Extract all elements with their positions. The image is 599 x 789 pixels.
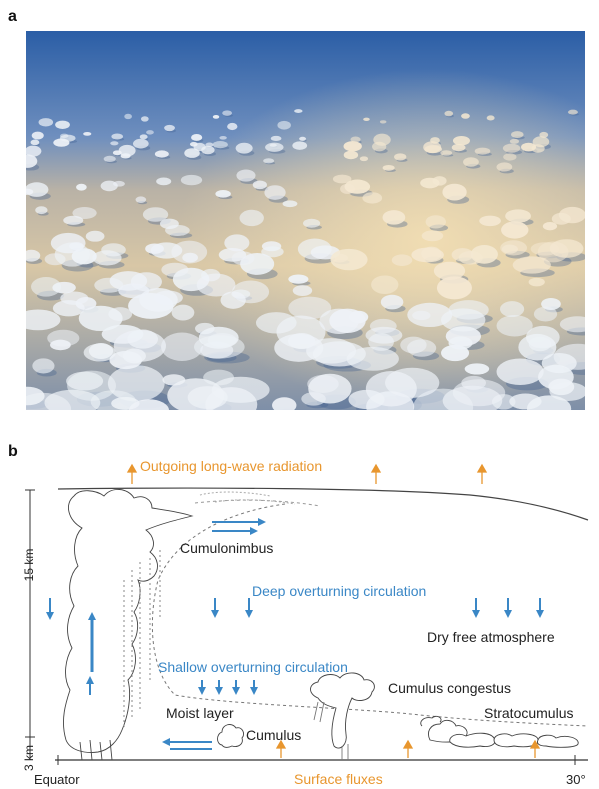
y-label-15km: 15 km — [22, 549, 36, 582]
cumulonimbus-cloud — [63, 489, 194, 761]
circulation-arrows — [46, 518, 544, 750]
panel-a-label: a — [8, 8, 17, 25]
cumulus-congestus-label: Cumulus congestus — [388, 680, 511, 696]
moist-layer-label: Moist layer — [166, 705, 234, 721]
circulation-diagram: 15 km 3 km Equator 30° — [22, 458, 589, 787]
shallow-circulation-label: Shallow overturning circulation — [158, 659, 348, 675]
panel-b-label: b — [8, 443, 18, 460]
stratocumulus-cloud — [420, 715, 579, 748]
cumulus-label: Cumulus — [246, 727, 301, 743]
y-label-3km: 3 km — [22, 745, 36, 771]
outgoing-radiation-label: Outgoing long-wave radiation — [140, 458, 322, 474]
cloud-photo — [26, 31, 585, 410]
anvil-dashed-line — [194, 499, 321, 507]
radiation-arrows — [126, 463, 541, 758]
x-label-equator: Equator — [34, 772, 80, 787]
x-label-30deg: 30° — [566, 772, 586, 787]
boundary-dashed-line — [151, 503, 589, 727]
congestus-rain — [313, 701, 349, 760]
deep-circulation-label: Deep overturning circulation — [252, 583, 426, 599]
stratocumulus-label: Stratocumulus — [484, 705, 573, 721]
cumulus-congestus-cloud — [310, 672, 375, 749]
cumulonimbus-label: Cumulonimbus — [180, 540, 273, 556]
dry-free-atmosphere-label: Dry free atmosphere — [427, 629, 555, 645]
surface-fluxes-label: Surface fluxes — [294, 771, 383, 787]
tropopause-line — [57, 487, 589, 521]
cumulus-cloud — [217, 724, 245, 748]
height-axis — [25, 489, 35, 760]
rain-streaks — [123, 550, 161, 730]
anvil-fragments — [199, 491, 296, 505]
